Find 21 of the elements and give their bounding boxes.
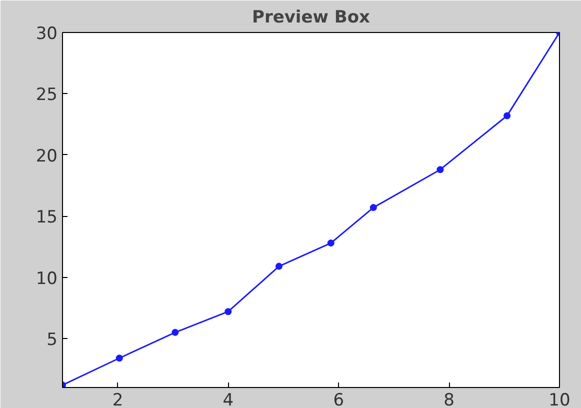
x-tick-label: 4 — [222, 390, 234, 408]
y-tick-label: 10 — [36, 268, 58, 289]
point — [172, 328, 179, 336]
x-tick-label: 10 — [548, 390, 570, 408]
point — [224, 308, 232, 316]
point — [275, 262, 282, 270]
x-tick-label: 8 — [444, 390, 454, 408]
point — [370, 204, 377, 212]
line-series — [62, 32, 560, 388]
y-tick-label: 30 — [36, 24, 58, 44]
y-tick-label: 5 — [46, 330, 58, 350]
point — [504, 112, 511, 120]
x-tick-label: 2 — [112, 390, 124, 408]
y-tick-label: 25 — [36, 85, 58, 106]
chart-title: Preview Box — [252, 8, 370, 28]
y-tick-label: 15 — [36, 208, 58, 228]
point — [327, 240, 334, 247]
point — [436, 166, 444, 174]
x-tick-label: 6 — [333, 390, 344, 408]
point — [116, 354, 123, 362]
y-tick-label: 20 — [36, 146, 58, 166]
